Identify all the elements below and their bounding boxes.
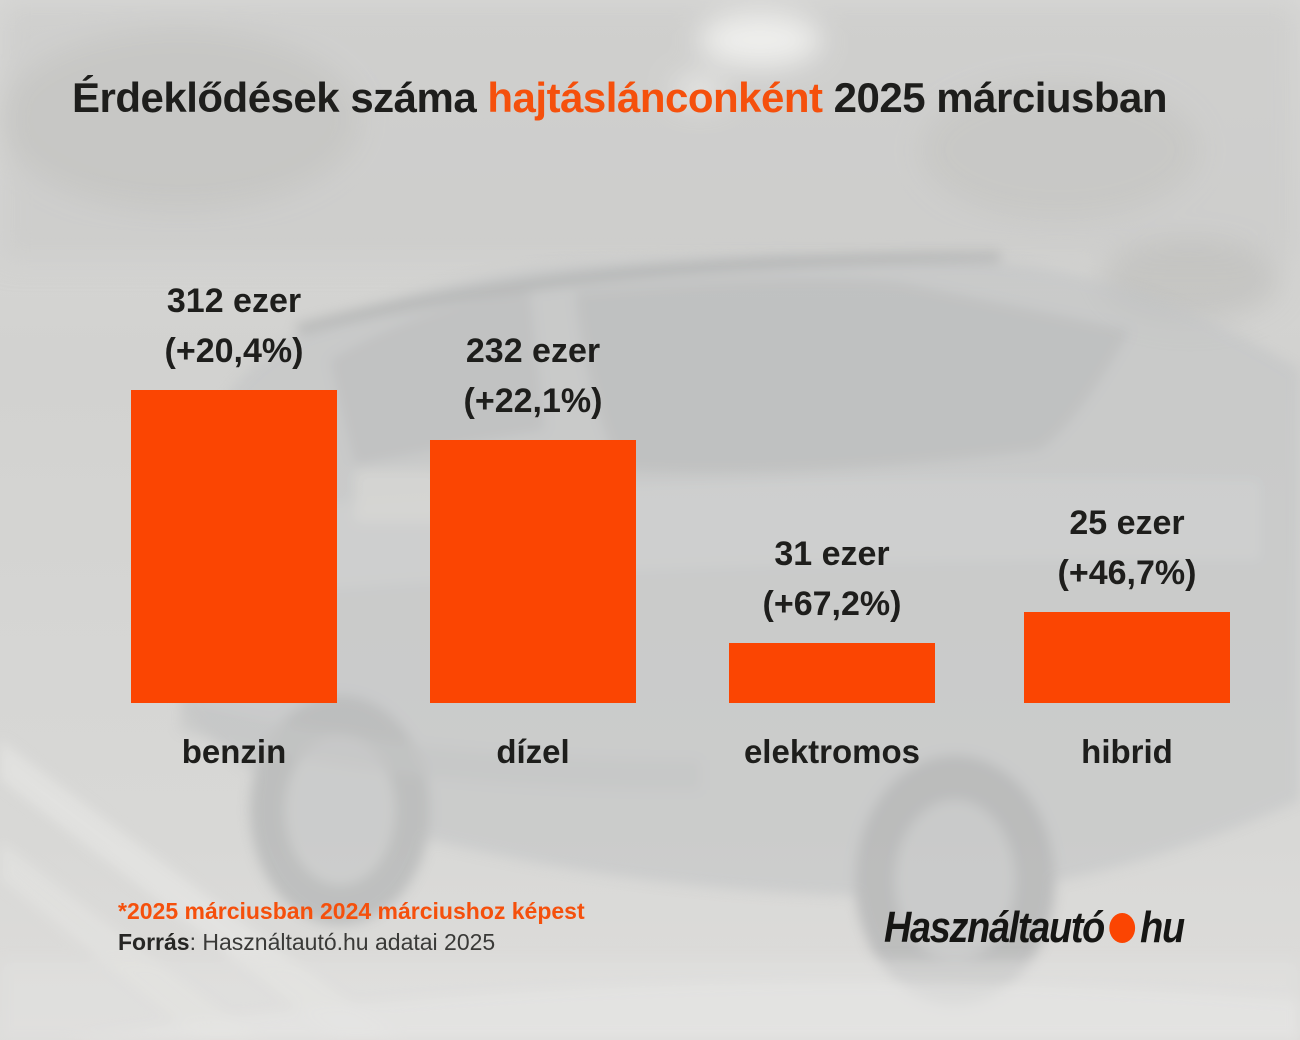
- bar-change-label: (+20,4%): [164, 332, 304, 370]
- bar-column: 312 ezer (+20,4%) benzin: [131, 276, 337, 770]
- logo-dot-icon: [1109, 913, 1135, 943]
- bar-column: 25 ezer (+46,7%) hibrid: [1024, 498, 1230, 770]
- bar-value-label: 25 ezer: [1069, 504, 1185, 542]
- logo-part1: Használtautó: [884, 903, 1105, 952]
- bar: [131, 390, 337, 703]
- bar-value-label: 232 ezer: [465, 332, 601, 370]
- bar-change-label: (+46,7%): [1057, 554, 1197, 592]
- bar-value-label: 312 ezer: [166, 282, 302, 320]
- title-part1: Érdeklődések száma: [72, 74, 488, 121]
- bar-change-label: (+22,1%): [463, 382, 603, 420]
- logo-part2: hu: [1140, 903, 1185, 952]
- bar-value-block: 25 ezer (+46,7%): [1058, 498, 1197, 598]
- footnote: *2025 márciusban 2024 márciushoz képest: [118, 898, 585, 924]
- bar-column: 232 ezer (+22,1%) dízel: [430, 326, 636, 770]
- bar-value-label: 31 ezer: [774, 535, 890, 573]
- bar: [430, 440, 636, 703]
- brand-logo: Használtautó hu: [884, 903, 1185, 952]
- bar: [1024, 612, 1230, 703]
- bar-value-block: 31 ezer (+67,2%): [763, 529, 902, 629]
- category-label: hibrid: [1081, 733, 1173, 770]
- bar: [729, 643, 935, 703]
- category-label: elektromos: [743, 733, 921, 770]
- source-label: Forrás: [118, 929, 190, 955]
- bar-column: 31 ezer (+67,2%) elektromos: [729, 529, 935, 770]
- bar-value-block: 312 ezer (+20,4%): [165, 276, 304, 376]
- page-title: Érdeklődések száma hajtáslánconként 2025…: [72, 74, 1168, 122]
- category-label: dízel: [496, 733, 570, 770]
- title-highlight: hajtáslánconként: [487, 74, 823, 121]
- bar-value-block: 232 ezer (+22,1%): [464, 326, 603, 426]
- title-part2: 2025 márciusban: [822, 74, 1168, 121]
- category-label: benzin: [181, 733, 287, 770]
- source-text: : Használtautó.hu adatai 2025: [189, 929, 496, 955]
- bar-change-label: (+67,2%): [762, 585, 902, 623]
- source-line: Forrás: Használtautó.hu adatai 2025: [118, 928, 495, 956]
